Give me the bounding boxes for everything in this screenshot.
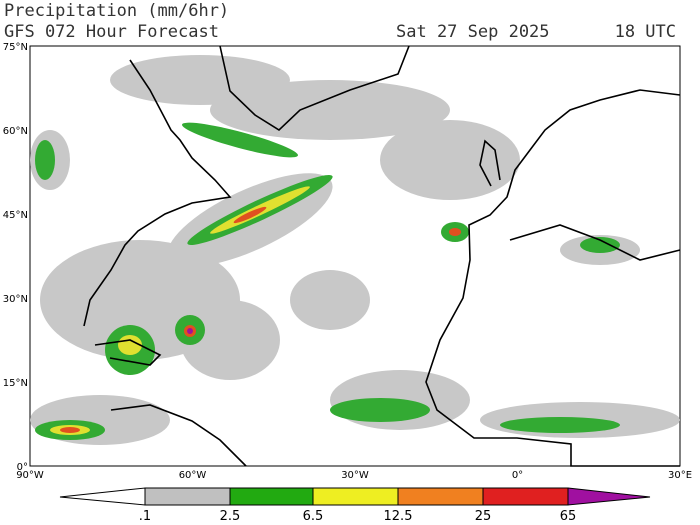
lat-label: 0° [17,462,28,473]
colorbar-segment [397,487,484,506]
colorbar-label: 2.5 [220,509,241,524]
colorbar-segment [229,487,314,506]
lon-labels: 90°W 60°W 30°W 0° 30°E [16,470,692,481]
colorbar-label: .1 [139,509,151,524]
colorbar-segment [144,487,231,506]
lat-label: 45°N [3,210,28,221]
colorbar-label: 65 [560,509,577,524]
coastlines [83,45,681,467]
lon-label: 30°W [341,470,369,481]
lon-label: 30°E [668,470,692,481]
map [29,45,681,467]
lat-label: 15°N [3,378,28,389]
colorbar-label: 6.5 [303,509,324,524]
extreme-precip [187,328,193,334]
colorbar-segment [482,487,569,506]
lat-label: 60°N [3,126,28,137]
lat-label: 30°N [3,294,28,305]
lat-labels: 75°N 60°N 45°N 30°N 15°N 0° [3,42,28,473]
lat-label: 75°N [3,42,28,53]
time: 18 UTC [615,22,676,42]
colorbar [59,487,651,506]
colorbar-label: 12.5 [384,509,413,524]
colorbar-segment [312,487,399,506]
lon-label: 60°W [179,470,207,481]
colorbar-labels: .1 2.5 6.5 12.5 25 65 [139,509,576,524]
lon-label: 90°W [16,470,44,481]
colorbar-label: 25 [475,509,492,524]
colorbar-segment [59,487,146,506]
colorbar-segment [567,487,651,506]
very-heavy-precip [60,206,461,433]
lon-label: 0° [512,470,523,481]
title: Precipitation (mm/6hr) [4,1,229,21]
subtitle: GFS 072 Hour Forecast [4,22,219,42]
date: Sat 27 Sep 2025 [396,22,550,42]
